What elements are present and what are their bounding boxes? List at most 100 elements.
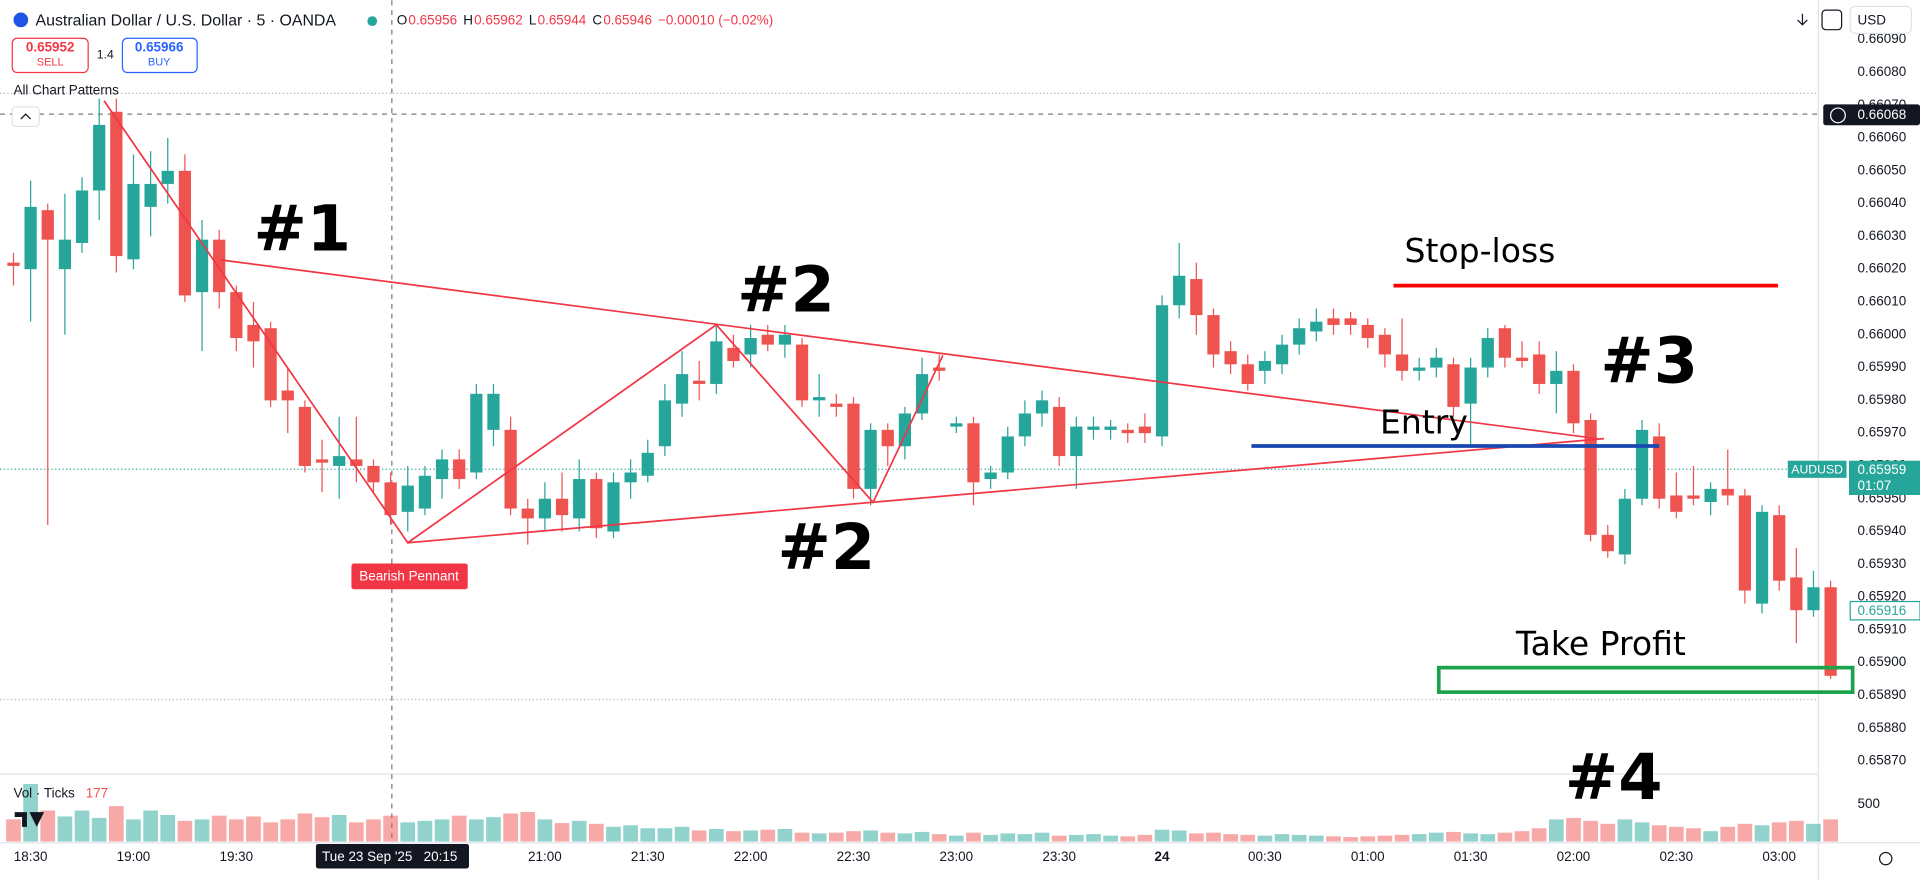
volume-bar — [1617, 819, 1633, 842]
volume-bar — [520, 812, 536, 842]
x-tick-label: 01:30 — [1454, 849, 1488, 864]
stop-loss-label: Stop-loss — [1404, 231, 1555, 270]
settings-button[interactable] — [1821, 9, 1843, 31]
candle-body — [178, 170, 192, 296]
sell-label: SELL — [37, 57, 64, 69]
volume-bar — [640, 828, 656, 842]
volume-bar — [246, 816, 261, 842]
candle-body — [1824, 587, 1837, 676]
candle-body — [1498, 328, 1512, 358]
candle-body — [984, 472, 997, 480]
candle-body — [744, 338, 757, 355]
currency-button[interactable] — [1849, 5, 1913, 34]
crosshair-time-box — [315, 843, 469, 869]
candle-body — [830, 403, 843, 407]
volume-bar — [1206, 832, 1221, 842]
volume-bar — [1463, 833, 1478, 842]
volume-bar — [1686, 828, 1701, 842]
candle-body — [24, 206, 37, 270]
ohlc-value: 0.65944 — [538, 13, 587, 28]
y-tick-label: 0.65900 — [1858, 654, 1907, 669]
candle-body — [624, 472, 637, 483]
volume-bar — [1274, 834, 1290, 842]
volume-bar — [657, 828, 673, 842]
candle-body — [1035, 400, 1049, 414]
volume-bar — [1514, 831, 1530, 842]
volume-bar — [1154, 829, 1170, 842]
candle-body — [7, 262, 20, 266]
candle-body — [950, 423, 963, 427]
volume-bar — [126, 819, 141, 842]
y-tick-label: 0.66080 — [1858, 64, 1907, 79]
volume-bar — [1771, 822, 1787, 842]
ohlc: O 0.65956 H 0.65962 L 0.65944 C 0.65946 −0.00010… — [397, 13, 774, 28]
x-tick-label: 23:30 — [1042, 849, 1076, 864]
candle-body — [1275, 344, 1289, 365]
candle-body — [898, 413, 912, 447]
volume-bar — [451, 815, 467, 842]
ohlc-change: −0.00010 (−0.02%) — [658, 13, 773, 28]
candle-body — [384, 482, 397, 516]
volume-bar — [1326, 836, 1341, 842]
candle-body — [1327, 318, 1340, 325]
volume-bar — [366, 819, 381, 842]
candle-body — [778, 334, 792, 345]
candle-body — [1310, 321, 1323, 332]
spread: 1.4 — [97, 48, 114, 62]
candle-body — [298, 406, 312, 466]
volume-bar — [1583, 820, 1598, 842]
candle-body — [127, 183, 140, 260]
candle-body — [1344, 318, 1357, 325]
x-tick-label: 19:00 — [117, 849, 151, 864]
y-tick-label: 0.66050 — [1858, 162, 1907, 177]
candle-body — [195, 239, 209, 293]
y-tick-label: 0.65890 — [1858, 687, 1907, 702]
volume-bar — [503, 813, 518, 842]
candle-body — [315, 459, 329, 463]
volume-bar — [91, 817, 107, 842]
candle-body — [418, 475, 432, 509]
entry-label: Entry — [1380, 402, 1468, 441]
volume-bar — [606, 826, 621, 842]
candle-body — [710, 341, 723, 384]
candle-body — [607, 482, 620, 532]
volume-bar — [108, 806, 124, 842]
collapse-icon — [20, 113, 32, 120]
last-price-box — [1848, 460, 1920, 495]
sell-button[interactable] — [11, 37, 89, 74]
candle-body — [333, 456, 346, 466]
annotation: #3 — [1600, 325, 1698, 399]
volume-bar — [537, 819, 553, 842]
candle-body — [1190, 279, 1203, 316]
candle-body — [573, 479, 586, 519]
pattern-lower — [407, 437, 1605, 544]
volume-bar — [760, 829, 776, 842]
candle-body — [675, 374, 689, 404]
candle-body — [1258, 361, 1272, 371]
candle-body — [658, 400, 672, 447]
volume-bar — [1223, 834, 1238, 842]
volume-bar — [726, 831, 741, 842]
candle-body — [435, 459, 449, 480]
ohlc-key: C — [592, 13, 602, 28]
collapse-button[interactable] — [11, 106, 40, 128]
x-tick-label: 02:30 — [1659, 849, 1693, 864]
volume-bar — [1497, 832, 1513, 842]
volume-bar — [383, 815, 398, 842]
crosshair-price-box — [1823, 104, 1920, 126]
buy-button[interactable] — [121, 37, 198, 74]
ohlc-value: 0.65946 — [603, 13, 652, 28]
settings-icon[interactable] — [1878, 851, 1893, 866]
volume-bar — [914, 831, 930, 842]
other-price-box — [1849, 600, 1920, 621]
pattern-label: Bearish Pennant — [359, 569, 459, 584]
symbol: Australian Dollar / U.S. Dollar · 5 · OA… — [36, 12, 337, 29]
countdown: 01:07 — [1858, 478, 1892, 493]
candle-body — [1224, 351, 1237, 365]
ticker-box — [1787, 460, 1847, 478]
y-tick-label: 0.66090 — [1858, 31, 1907, 46]
pattern-badge — [351, 563, 468, 590]
status-dot — [367, 16, 378, 27]
pattern-upper — [220, 259, 1599, 440]
volume-bar — [143, 810, 158, 842]
